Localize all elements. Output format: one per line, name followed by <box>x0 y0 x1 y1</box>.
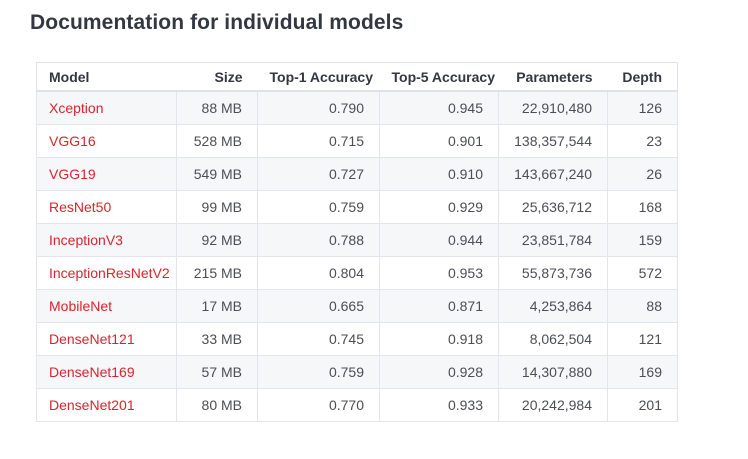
table-row-resnet50: ResNet50 99 MB 0.759 0.929 25,636,712 16… <box>36 190 678 224</box>
parameters-cell: 55,873,736 <box>498 256 608 290</box>
table-row-densenet121: DenseNet121 33 MB 0.745 0.918 8,062,504 … <box>36 322 678 356</box>
size-cell: 92 MB <box>176 223 258 257</box>
top1-cell: 0.745 <box>257 322 380 356</box>
table-row-xception: Xception 88 MB 0.790 0.945 22,910,480 12… <box>36 90 678 125</box>
header-cell-top5: Top-5 Accuracy <box>379 62 499 92</box>
model-cell: VGG16 <box>36 124 177 158</box>
depth-cell: 168 <box>607 190 678 224</box>
size-cell: 528 MB <box>176 124 258 158</box>
top1-cell: 0.790 <box>257 90 380 125</box>
table-row-vgg16: VGG16 528 MB 0.715 0.901 138,357,544 23 <box>36 124 678 158</box>
top5-cell: 0.910 <box>379 157 499 191</box>
table-row-vgg19: VGG19 549 MB 0.727 0.910 143,667,240 26 <box>36 157 678 191</box>
top5-cell: 0.933 <box>379 388 499 422</box>
model-link-densenet121[interactable]: DenseNet121 <box>49 331 135 347</box>
size-cell: 549 MB <box>176 157 258 191</box>
model-cell: InceptionV3 <box>36 223 177 257</box>
depth-cell: 26 <box>607 157 678 191</box>
top5-cell: 0.928 <box>379 355 499 389</box>
size-cell: 33 MB <box>176 322 258 356</box>
depth-cell: 201 <box>607 388 678 422</box>
depth-cell: 121 <box>607 322 678 356</box>
model-cell: VGG19 <box>36 157 177 191</box>
table-header-row: Model Size Top-1 Accuracy Top-5 Accuracy… <box>36 62 678 92</box>
model-cell: DenseNet169 <box>36 355 177 389</box>
model-link-densenet169[interactable]: DenseNet169 <box>49 364 135 380</box>
parameters-cell: 22,910,480 <box>498 90 608 125</box>
top1-cell: 0.804 <box>257 256 380 290</box>
model-link-xception[interactable]: Xception <box>49 100 104 116</box>
model-link-vgg19[interactable]: VGG19 <box>49 166 96 182</box>
model-cell: InceptionResNetV2 <box>36 256 177 290</box>
depth-cell: 88 <box>607 289 678 323</box>
models-table: Model Size Top-1 Accuracy Top-5 Accuracy… <box>36 62 678 422</box>
top5-cell: 0.871 <box>379 289 499 323</box>
top5-cell: 0.918 <box>379 322 499 356</box>
top1-cell: 0.715 <box>257 124 380 158</box>
depth-cell: 572 <box>607 256 678 290</box>
model-link-inceptionresnetv2[interactable]: InceptionResNetV2 <box>49 265 170 281</box>
depth-cell: 169 <box>607 355 678 389</box>
model-cell: DenseNet201 <box>36 388 177 422</box>
model-cell: ResNet50 <box>36 190 177 224</box>
header-cell-size: Size <box>176 62 258 92</box>
top5-cell: 0.953 <box>379 256 499 290</box>
top1-cell: 0.727 <box>257 157 380 191</box>
parameters-cell: 25,636,712 <box>498 190 608 224</box>
top5-cell: 0.944 <box>379 223 499 257</box>
size-cell: 17 MB <box>176 289 258 323</box>
table-row-mobilenet: MobileNet 17 MB 0.665 0.871 4,253,864 88 <box>36 289 678 323</box>
depth-cell: 159 <box>607 223 678 257</box>
top1-cell: 0.770 <box>257 388 380 422</box>
table-row-inceptionresnetv2: InceptionResNetV2 215 MB 0.804 0.953 55,… <box>36 256 678 290</box>
parameters-cell: 8,062,504 <box>498 322 608 356</box>
page-title: Documentation for individual models <box>30 11 404 34</box>
table-row-densenet201: DenseNet201 80 MB 0.770 0.933 20,242,984… <box>36 388 678 422</box>
size-cell: 215 MB <box>176 256 258 290</box>
size-cell: 88 MB <box>176 90 258 125</box>
header-cell-depth: Depth <box>607 62 678 92</box>
top1-cell: 0.788 <box>257 223 380 257</box>
top1-cell: 0.759 <box>257 190 380 224</box>
size-cell: 99 MB <box>176 190 258 224</box>
table-row-inceptionv3: InceptionV3 92 MB 0.788 0.944 23,851,784… <box>36 223 678 257</box>
parameters-cell: 23,851,784 <box>498 223 608 257</box>
depth-cell: 126 <box>607 90 678 125</box>
top5-cell: 0.945 <box>379 90 499 125</box>
depth-cell: 23 <box>607 124 678 158</box>
parameters-cell: 4,253,864 <box>498 289 608 323</box>
model-link-resnet50[interactable]: ResNet50 <box>49 199 112 215</box>
size-cell: 57 MB <box>176 355 258 389</box>
model-link-densenet201[interactable]: DenseNet201 <box>49 397 135 413</box>
model-link-vgg16[interactable]: VGG16 <box>49 133 96 149</box>
parameters-cell: 14,307,880 <box>498 355 608 389</box>
header-cell-top1: Top-1 Accuracy <box>257 62 380 92</box>
parameters-cell: 143,667,240 <box>498 157 608 191</box>
parameters-cell: 138,357,544 <box>498 124 608 158</box>
model-cell: Xception <box>36 90 177 125</box>
top5-cell: 0.901 <box>379 124 499 158</box>
model-link-inceptionv3[interactable]: InceptionV3 <box>49 232 123 248</box>
top1-cell: 0.759 <box>257 355 380 389</box>
model-link-mobilenet[interactable]: MobileNet <box>49 298 113 314</box>
size-cell: 80 MB <box>176 388 258 422</box>
top1-cell: 0.665 <box>257 289 380 323</box>
top5-cell: 0.929 <box>379 190 499 224</box>
model-cell: MobileNet <box>36 289 177 323</box>
header-cell-parameters: Parameters <box>498 62 608 92</box>
model-cell: DenseNet121 <box>36 322 177 356</box>
parameters-cell: 20,242,984 <box>498 388 608 422</box>
table-row-densenet169: DenseNet169 57 MB 0.759 0.928 14,307,880… <box>36 355 678 389</box>
header-cell-model: Model <box>36 62 177 92</box>
